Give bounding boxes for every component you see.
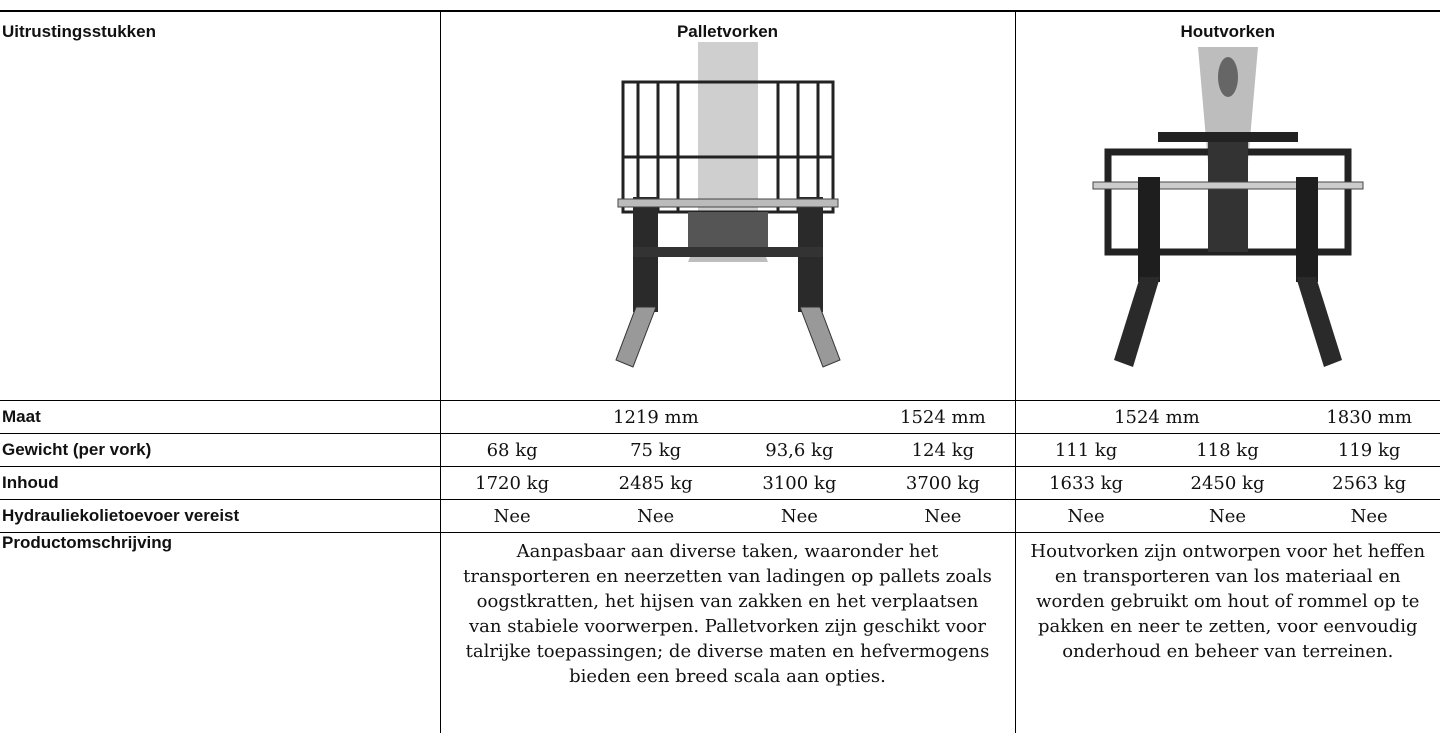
value-cell: Nee <box>871 500 1015 533</box>
product-header: Palletvorken <box>440 11 1015 401</box>
value-cell: 1219 mm <box>440 401 871 434</box>
value-cell: 1720 kg <box>440 467 584 500</box>
row-label: Productomschrijving <box>0 533 440 733</box>
product-name: Houtvorken <box>1016 12 1440 42</box>
product-header: Houtvorken <box>1015 11 1440 401</box>
value-cell: 3100 kg <box>728 467 872 500</box>
value-cell: 1524 mm <box>871 401 1015 434</box>
spec-table: Uitrustingsstukken Palletvorken Houtvork… <box>0 10 1440 733</box>
value-cell: 1830 mm <box>1298 401 1440 434</box>
description-cell: Houtvorken zijn ontworpen voor het heffe… <box>1015 533 1440 733</box>
description-text: Aanpasbaar aan diverse taken, waaronder … <box>441 533 1015 689</box>
value-cell: 1524 mm <box>1015 401 1298 434</box>
value-cell: 119 kg <box>1298 434 1440 467</box>
row-label: Inhoud <box>0 467 440 500</box>
row-label: Maat <box>0 401 440 434</box>
value-cell: 2563 kg <box>1298 467 1440 500</box>
value-cell: 124 kg <box>871 434 1015 467</box>
value-cell: 2450 kg <box>1157 467 1299 500</box>
pallet-fork-image <box>578 42 878 372</box>
value-cell: 75 kg <box>584 434 728 467</box>
row-label: Gewicht (per vork) <box>0 434 440 467</box>
value-cell: 118 kg <box>1157 434 1299 467</box>
product-name: Palletvorken <box>441 12 1015 42</box>
value-cell: 3700 kg <box>871 467 1015 500</box>
header-label: Uitrustingsstukken <box>0 11 440 401</box>
log-fork-image <box>1078 42 1378 372</box>
value-cell: 1633 kg <box>1015 467 1157 500</box>
value-cell: 2485 kg <box>584 467 728 500</box>
header-row: Uitrustingsstukken Palletvorken Houtvork… <box>0 11 1440 401</box>
value-cell: 93,6 kg <box>728 434 872 467</box>
page: Uitrustingsstukken Palletvorken Houtvork… <box>0 0 1440 730</box>
row-label: Hydrauliekolietoevoer vereist <box>0 500 440 533</box>
value-cell: 68 kg <box>440 434 584 467</box>
value-cell: Nee <box>584 500 728 533</box>
value-cell: Nee <box>1015 500 1157 533</box>
value-cell: Nee <box>1298 500 1440 533</box>
description-text: Houtvorken zijn ontworpen voor het heffe… <box>1016 533 1440 664</box>
value-cell: Nee <box>728 500 872 533</box>
value-cell: Nee <box>440 500 584 533</box>
description-cell: Aanpasbaar aan diverse taken, waaronder … <box>440 533 1015 733</box>
value-cell: Nee <box>1157 500 1299 533</box>
value-cell: 111 kg <box>1015 434 1157 467</box>
